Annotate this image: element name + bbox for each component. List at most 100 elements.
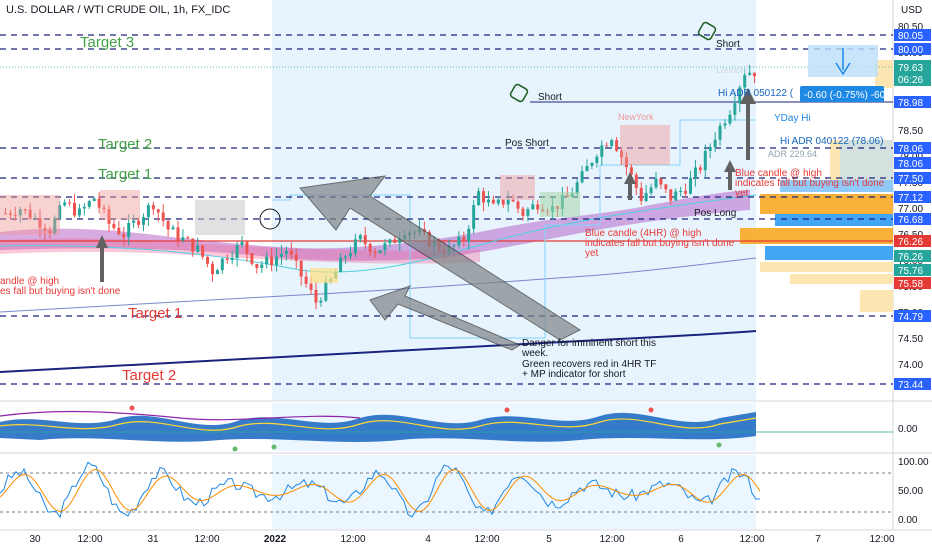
candle-body (48, 230, 52, 234)
candle-body (605, 145, 609, 147)
level-tag-bg (894, 250, 931, 262)
candle-body (215, 270, 219, 275)
candle-body (723, 123, 727, 126)
candle-body (669, 189, 673, 201)
hi-adr2-label: Hi ADR 040122 (78.06) (780, 136, 883, 147)
level-tag-bg (894, 96, 931, 108)
session-box (500, 175, 535, 200)
oscillator-1: 0.00 (0, 405, 918, 452)
target1-label: Target 1 (98, 166, 152, 183)
candle-body (102, 207, 106, 210)
candle-body (708, 146, 712, 151)
candle-body (659, 178, 663, 185)
candle-body (383, 243, 387, 251)
candle-body (156, 209, 160, 213)
candle-body (171, 227, 175, 230)
candle-body (151, 205, 155, 210)
candle-body (501, 199, 505, 205)
candle-body (92, 198, 96, 202)
candle-body (733, 103, 737, 115)
candle-body (738, 87, 742, 104)
svg-text:week.: week. (521, 348, 548, 359)
cloud-ribbon (0, 190, 750, 261)
candle-body (324, 281, 328, 301)
hand-icon (509, 83, 529, 103)
level-tag-bg (894, 142, 931, 154)
candle-body (146, 205, 150, 218)
price-tick: 80.50 (898, 22, 923, 33)
london-label: London (716, 65, 746, 75)
level-tag: 76.26 (898, 252, 923, 263)
candle-body (743, 74, 747, 88)
annotation-arrows (299, 175, 582, 351)
time-tick: 31 (147, 534, 159, 545)
osc2-tick: 0.00 (898, 515, 918, 526)
up-arrows (96, 88, 756, 282)
candle-body (319, 300, 323, 303)
candle-body (220, 258, 224, 271)
candle-body (516, 201, 520, 209)
candle-body (87, 201, 91, 207)
price-tick: 74.50 (898, 334, 923, 345)
candle-body (595, 156, 599, 164)
change-tooltip-bg (800, 86, 884, 102)
candle-body (472, 205, 476, 229)
candle-body (664, 184, 668, 190)
newyork-label: NewYork (618, 112, 654, 122)
pos-short-label: Pos Short (505, 138, 549, 149)
time-tick: 12:00 (599, 534, 624, 545)
symbol-title: U.S. DOLLAR / WTI CRUDE OIL, 1h, FX_IDC (6, 4, 231, 16)
candle-body (265, 256, 269, 265)
level-tag-bg (894, 235, 931, 247)
level-tag: 77.50 (898, 174, 923, 185)
candle-body (72, 202, 76, 216)
oscillator-2: 100.00 50.00 0.00 (0, 457, 929, 526)
candle-body (275, 256, 279, 266)
time-tick: 7 (815, 534, 821, 545)
level-tag: 73.44 (898, 380, 923, 391)
candle-body (107, 209, 111, 224)
candle-body (117, 227, 121, 235)
short-mid-label: Short (538, 92, 562, 103)
candle-body (526, 209, 530, 216)
price-level-tags: 80.05 80.00 78.98 78.06 78.06 77.50 77.12 76.68… (894, 29, 931, 391)
candle-body (28, 209, 32, 219)
volume-profile (740, 60, 893, 312)
candle-body (615, 140, 619, 151)
level-tag-bg (894, 264, 931, 276)
candle-body (132, 220, 136, 223)
candle-body (698, 167, 702, 171)
candle-body (255, 263, 259, 268)
svg-text:yet: yet (585, 248, 599, 259)
candle-body (477, 191, 481, 206)
candle-body (181, 237, 185, 241)
currency-label[interactable]: USD (901, 5, 923, 16)
level-tag: 78.06 (898, 159, 923, 170)
candle-body (122, 234, 126, 238)
candle-body (289, 250, 293, 255)
level-tag-bg (894, 29, 931, 41)
candle-body (82, 206, 86, 209)
candle-body (166, 220, 170, 230)
level-tag-bg (894, 172, 931, 184)
candle-body (521, 208, 525, 216)
level-tag: 74.79 (898, 312, 923, 323)
price-tick: 77.00 (898, 204, 923, 215)
time-tick: 12:00 (474, 534, 499, 545)
candle-body (629, 167, 633, 175)
blue-down-arrow (835, 48, 851, 76)
candle-body (496, 199, 500, 204)
candle-body (235, 244, 239, 258)
candle-body (8, 213, 12, 216)
current-price: 79.63 (898, 63, 923, 74)
candle-body (639, 187, 643, 201)
cyan-ma (0, 194, 757, 273)
candle-body (43, 227, 47, 231)
candle-body (68, 202, 72, 204)
hand-icon (697, 21, 717, 41)
candle-body (137, 220, 141, 225)
level-tag-bg (894, 378, 931, 390)
candle-body (348, 253, 352, 257)
